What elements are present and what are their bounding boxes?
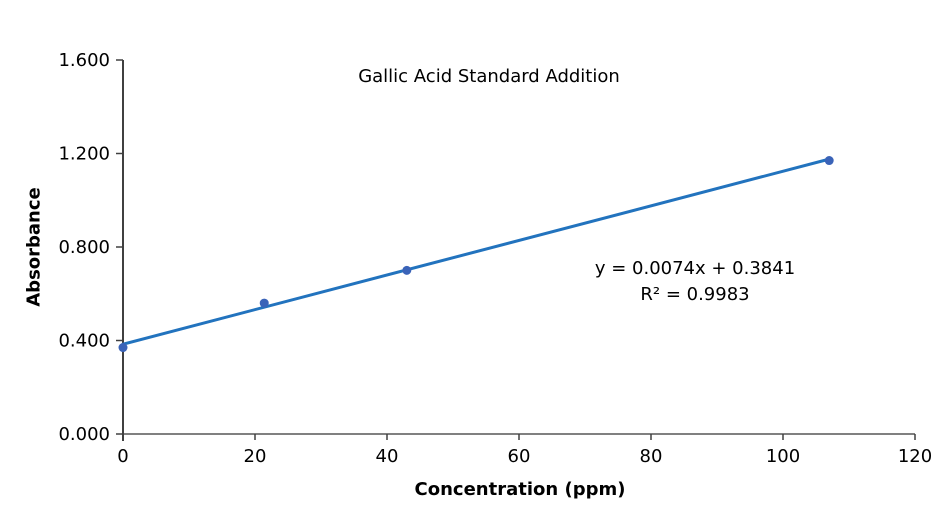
x-tick-label: 0 bbox=[117, 446, 128, 467]
y-tick-label: 1.600 bbox=[58, 50, 110, 71]
y-tick-label: 1.200 bbox=[58, 144, 110, 165]
chart-title: Gallic Acid Standard Addition bbox=[358, 66, 620, 87]
trendline bbox=[121, 157, 831, 346]
x-tick-label: 100 bbox=[766, 446, 800, 467]
y-tick-label: 0.800 bbox=[58, 237, 110, 258]
x-tick-label: 20 bbox=[244, 446, 267, 467]
trendline-annotation: y = 0.0074x + 0.3841 R² = 0.9983 bbox=[595, 256, 795, 308]
x-tick-label: 80 bbox=[640, 446, 663, 467]
x-axis-title: Concentration (ppm) bbox=[414, 479, 626, 500]
x-tick-label: 40 bbox=[376, 446, 399, 467]
equation-text: y = 0.0074x + 0.3841 bbox=[594, 258, 796, 279]
y-axis-title: Absorbance bbox=[23, 187, 45, 307]
r-squared-text: R² = 0.9983 bbox=[640, 284, 750, 305]
y-tick-label: 0.000 bbox=[58, 424, 110, 445]
x-tick-label: 120 bbox=[898, 446, 932, 467]
data-point bbox=[259, 298, 269, 308]
data-point bbox=[824, 156, 834, 166]
data-point bbox=[402, 265, 412, 275]
y-tick-label: 0.400 bbox=[58, 331, 110, 352]
data-point bbox=[118, 343, 128, 353]
x-tick-label: 60 bbox=[508, 446, 531, 467]
